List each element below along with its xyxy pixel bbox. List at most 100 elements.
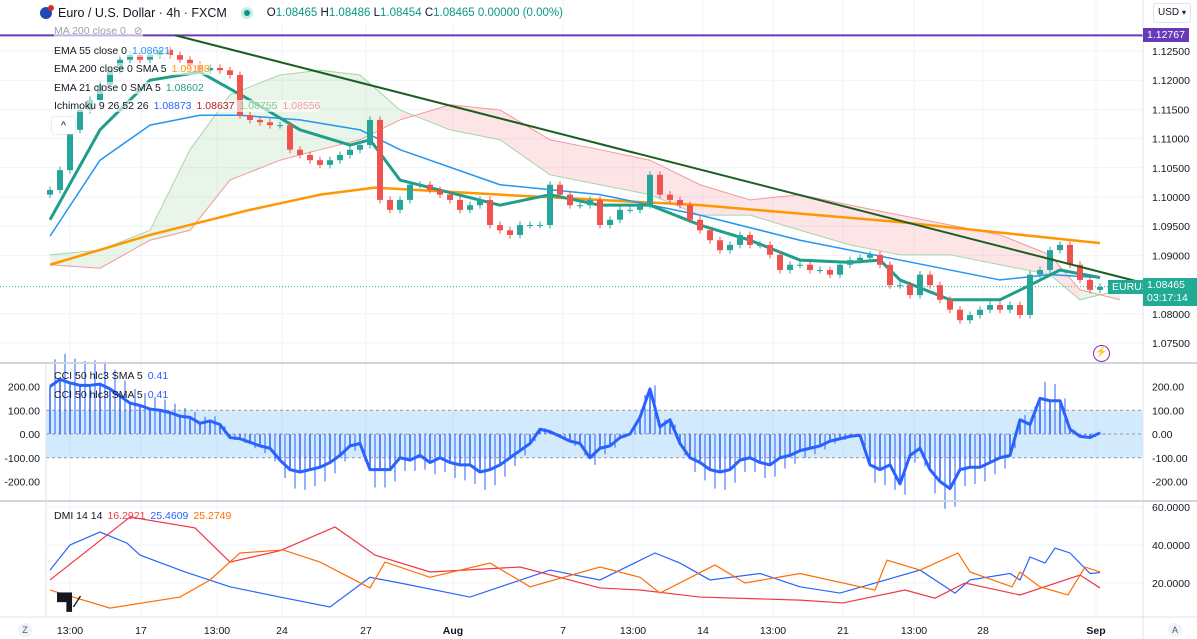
trend-line (174, 34, 1144, 284)
cci-tick-label: 100.00 (1152, 405, 1184, 417)
candle-body (617, 209, 623, 220)
candle-body (687, 205, 693, 220)
candle-body (1087, 279, 1093, 290)
dmi-tick-label: 40.0000 (1152, 540, 1190, 552)
cloud-segment (150, 149, 190, 241)
candle-body (997, 305, 1003, 310)
cci-left-tick-label: 200.00 (8, 382, 40, 394)
candle-body (537, 225, 543, 227)
cloud-segment (1000, 234, 1050, 275)
candle-body (727, 244, 733, 251)
legend-ema21[interactable]: EMA 21 close 0 SMA 5 1.08602 (54, 82, 204, 94)
candle-body (547, 184, 553, 226)
candle-body (347, 149, 353, 155)
candle-body (957, 309, 963, 321)
legend-dmi[interactable]: DMI 14 14 16.2921 25.4609 25.2749 (54, 510, 232, 522)
candle-body (267, 122, 273, 126)
cci-tick-label: 200.00 (1152, 382, 1184, 394)
candle-body (187, 59, 193, 66)
candle-body (247, 115, 253, 120)
candle-body (467, 205, 473, 210)
candle-body (667, 194, 673, 200)
candle-body (527, 225, 533, 227)
candle-body (887, 264, 893, 286)
candle-body (607, 219, 613, 226)
cloud-segment (850, 205, 900, 255)
candle-body (307, 154, 313, 161)
legend-ichimoku[interactable]: Ichimoku 9 26 52 26 1.08873 1.08637 1.08755… (54, 100, 321, 112)
legend-ma200[interactable]: MA 200 close 0 ⊘ (54, 25, 143, 37)
candle-body (837, 264, 843, 275)
cloud-segment (600, 149, 650, 195)
candle-body (597, 199, 603, 226)
legend-ema55[interactable]: EMA 55 close 0 1.08621 (54, 45, 170, 57)
symbol-title[interactable]: Euro / U.S. Dollar · 4h · FXCM (58, 6, 227, 20)
candle-body (477, 199, 483, 206)
hline-price-label: 1.12767 (1143, 28, 1189, 42)
candle-body (237, 74, 243, 116)
candle-body (857, 257, 863, 261)
candle-body (907, 285, 913, 296)
time-tick-label: 13:00 (620, 625, 646, 637)
candle-body (57, 170, 63, 190)
candle-body (747, 234, 753, 245)
candle-body (337, 154, 343, 161)
time-tick-label: 13:00 (901, 625, 927, 637)
candle-body (1057, 244, 1063, 251)
currency-select[interactable]: USD ▾ (1153, 3, 1191, 23)
candle-body (707, 230, 713, 241)
cloud-segment (950, 225, 1000, 265)
candle-body (757, 244, 763, 246)
hidden-eye-icon[interactable]: ⊘ (133, 25, 143, 37)
cloud-segment (700, 184, 750, 216)
candle-body (977, 309, 983, 315)
cloud-segment (400, 104, 450, 130)
candle-body (657, 174, 663, 195)
legend-cci-1[interactable]: CCI 50 hlc3 SMA 5 0.41 (54, 370, 169, 382)
legend-cci-2[interactable]: CCI 50 hlc3 SMA 5 0.41 (54, 389, 169, 401)
drawings[interactable] (0, 34, 1144, 284)
cci-left-tick-label: -100.00 (4, 453, 40, 465)
candle-body (77, 109, 83, 130)
symbol-header[interactable]: Euro / U.S. Dollar · 4h · FXCM O1.08465 … (40, 4, 563, 22)
time-tick-label: 7 (560, 625, 566, 637)
dmi-line-di (49, 516, 1101, 604)
cloud-segment (500, 109, 550, 175)
candle-body (877, 254, 883, 265)
cloud-segment (550, 139, 600, 185)
price-tick-label: 1.12500 (1152, 46, 1190, 58)
z-button[interactable]: Z (18, 623, 32, 637)
candle-body (867, 254, 873, 258)
time-tick-label: Sep (1086, 625, 1105, 637)
candle-body (787, 264, 793, 270)
time-tick-label: 21 (837, 625, 849, 637)
lightning-icon[interactable]: ⚡ (1093, 345, 1110, 362)
cci-left-tick-label: 0.00 (20, 429, 41, 441)
candle-body (447, 194, 453, 200)
chevron-down-icon: ▾ (1181, 8, 1186, 17)
ohlc-values: O1.08465 H1.08486 L1.08454 C1.08465 0.00… (266, 7, 563, 19)
candle-body (1067, 244, 1073, 265)
cloud-segment (450, 104, 500, 140)
legend-ema200[interactable]: EMA 200 close 0 SMA 5 1.09188 (54, 63, 210, 75)
candle-body (377, 119, 383, 200)
price-tick-label: 1.09000 (1152, 250, 1190, 262)
candle-body (737, 234, 743, 245)
candle-body (797, 264, 803, 266)
price-tick-label: 1.11000 (1152, 134, 1189, 146)
candle-body (937, 285, 943, 300)
candle-body (807, 264, 813, 270)
time-tick-label: 13:00 (760, 625, 786, 637)
collapse-legend-button[interactable]: ^ (52, 117, 75, 134)
candle-body (317, 160, 323, 165)
tradingview-logo[interactable]: ▀▌⁄ (57, 594, 78, 611)
candle-body (407, 184, 413, 200)
price-tick-label: 1.12000 (1152, 75, 1190, 87)
candle-body (437, 189, 443, 195)
time-tick-label: 13:00 (57, 625, 83, 637)
auto-scale-button[interactable]: A (1168, 623, 1182, 637)
candle-body (357, 145, 363, 150)
time-tick-label: 17 (135, 625, 147, 637)
